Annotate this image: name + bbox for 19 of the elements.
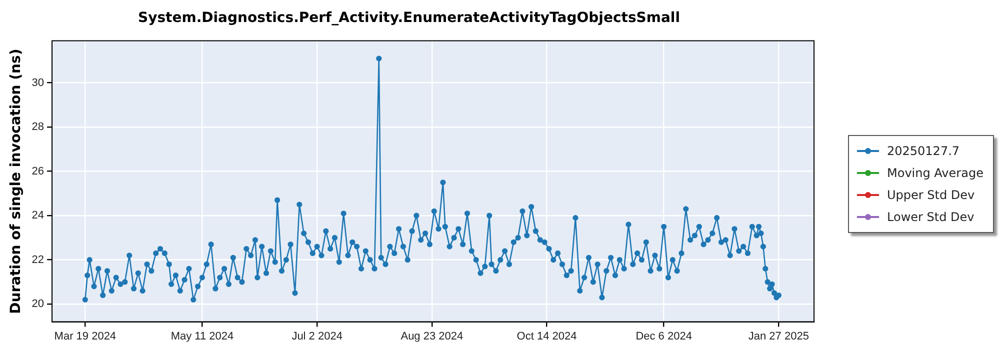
legend-label: 20250127.7 [887, 144, 960, 158]
y-axis-title: Duration of single invocation (ns) [8, 48, 24, 314]
x-tick-label: Jul 2 2024 [292, 330, 342, 342]
x-tick-label: Mar 19 2024 [54, 330, 116, 342]
legend-label: Moving Average [887, 166, 984, 180]
x-tick-label: Oct 14 2024 [516, 330, 577, 342]
y-tick-label: 28 [32, 121, 44, 134]
y-tick-label: 26 [32, 165, 44, 178]
chart-title: System.Diagnostics.Perf_Activity.EnumerateActivityTagObjectsSmall [138, 10, 680, 26]
legend-label: Upper Std Dev [887, 188, 975, 202]
y-tick-label: 30 [32, 76, 44, 89]
x-tick-label: Jan 27 2025 [748, 330, 809, 342]
x-tick-label: Dec 6 2024 [636, 330, 692, 342]
y-tick-label: 24 [32, 210, 44, 222]
y-tick-label: 22 [32, 254, 44, 266]
x-tick-label: May 11 2024 [170, 330, 234, 342]
y-tick-label: 20 [32, 298, 44, 310]
legend-label: Lower Std Dev [887, 210, 974, 224]
x-tick-label: Aug 23 2024 [400, 330, 464, 342]
